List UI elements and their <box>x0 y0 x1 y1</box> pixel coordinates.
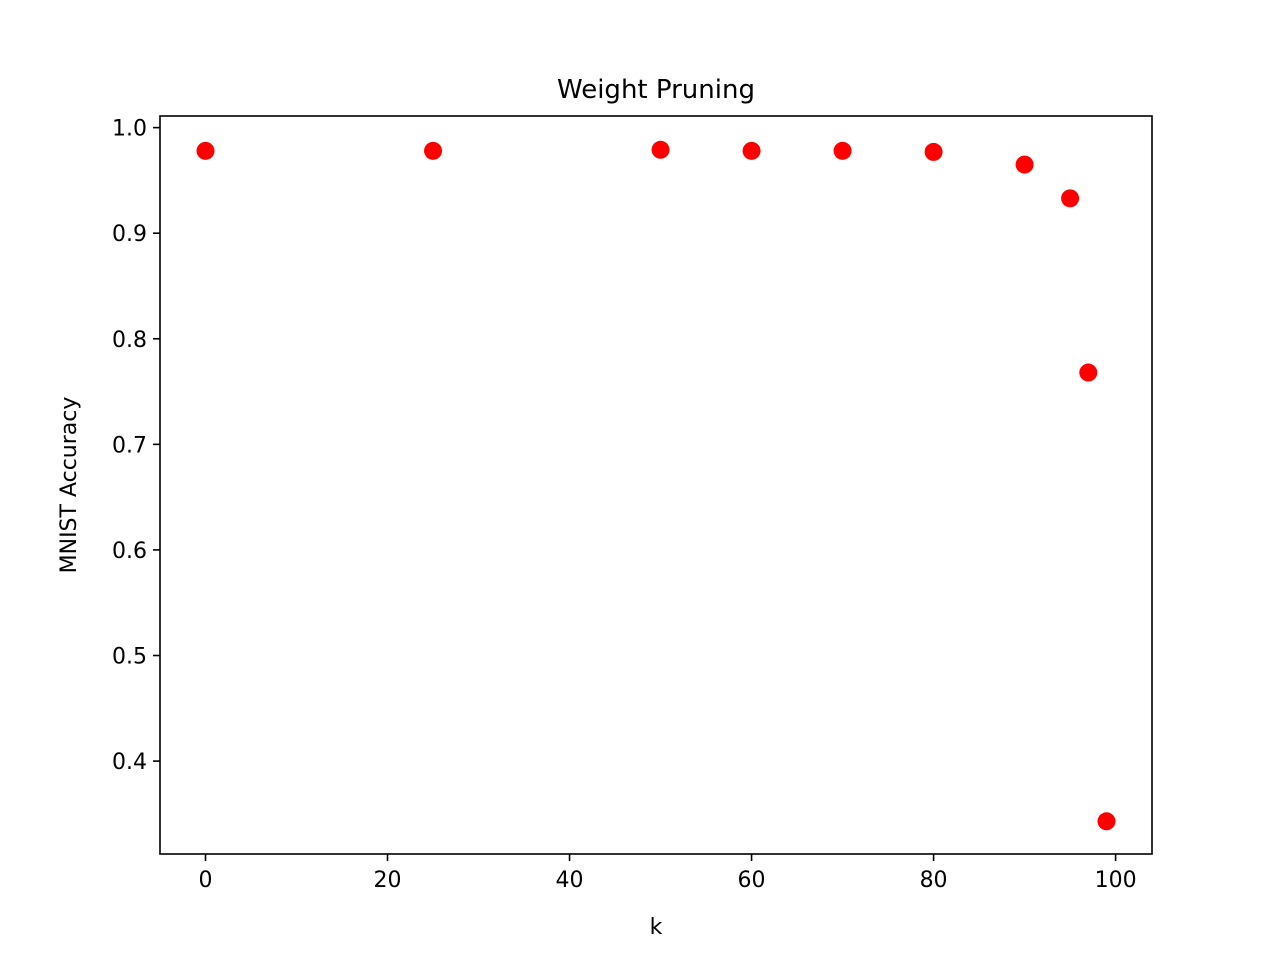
y-tick-label: 1.0 <box>112 117 147 142</box>
data-point <box>651 140 670 159</box>
data-point <box>196 141 215 160</box>
data-point <box>1079 363 1098 382</box>
data-point <box>1015 155 1034 174</box>
data-point <box>833 141 852 160</box>
data-point <box>742 141 761 160</box>
y-tick-label: 0.7 <box>112 433 147 458</box>
data-point <box>1061 189 1080 208</box>
x-axis-title: k <box>650 915 663 940</box>
plot-frame <box>159 115 1153 855</box>
y-axis-ticks: 0.4 0.5 0.6 0.7 0.8 0.9 1.0 <box>112 117 160 775</box>
data-point <box>424 141 443 160</box>
x-tick-label: 20 <box>374 868 402 893</box>
data-points <box>196 140 1116 831</box>
y-tick-label: 0.6 <box>112 539 147 564</box>
x-axis-ticks: 0 20 40 60 80 100 <box>199 854 1137 893</box>
x-tick-label: 100 <box>1095 868 1137 893</box>
x-tick-label: 80 <box>920 868 948 893</box>
x-tick-label: 60 <box>738 868 766 893</box>
x-tick-label: 40 <box>556 868 584 893</box>
data-point <box>924 142 943 161</box>
y-tick-label: 0.4 <box>112 750 147 775</box>
y-tick-label: 0.9 <box>112 222 147 247</box>
x-tick-label: 0 <box>199 868 213 893</box>
y-tick-label: 0.8 <box>112 328 147 353</box>
chart-title: Weight Pruning <box>557 75 755 105</box>
y-axis-title: MNIST Accuracy <box>57 397 82 574</box>
y-tick-label: 0.5 <box>112 645 147 670</box>
data-point <box>1097 812 1116 831</box>
